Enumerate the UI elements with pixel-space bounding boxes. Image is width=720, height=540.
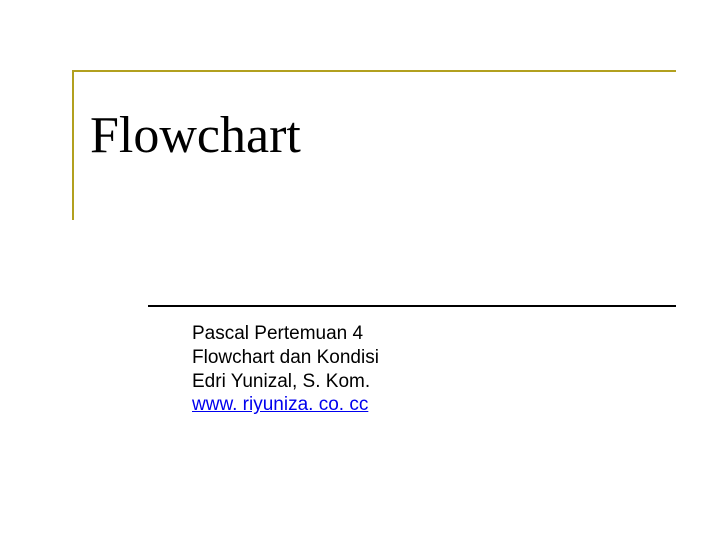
subtitle-line-2: Flowchart dan Kondisi bbox=[192, 346, 379, 370]
subtitle-line-1: Pascal Pertemuan 4 bbox=[192, 322, 379, 346]
subtitle-line-3: Edri Yunizal, S. Kom. bbox=[192, 370, 379, 394]
top-horizontal-rule bbox=[72, 70, 676, 72]
website-link[interactable]: www. riyuniza. co. cc bbox=[192, 393, 379, 417]
subtitle-block: Pascal Pertemuan 4 Flowchart dan Kondisi… bbox=[192, 322, 379, 417]
slide: Flowchart Pascal Pertemuan 4 Flowchart d… bbox=[0, 0, 720, 540]
mid-horizontal-rule bbox=[148, 305, 676, 307]
title-left-vertical-rule bbox=[72, 70, 74, 220]
slide-title: Flowchart bbox=[90, 106, 301, 165]
